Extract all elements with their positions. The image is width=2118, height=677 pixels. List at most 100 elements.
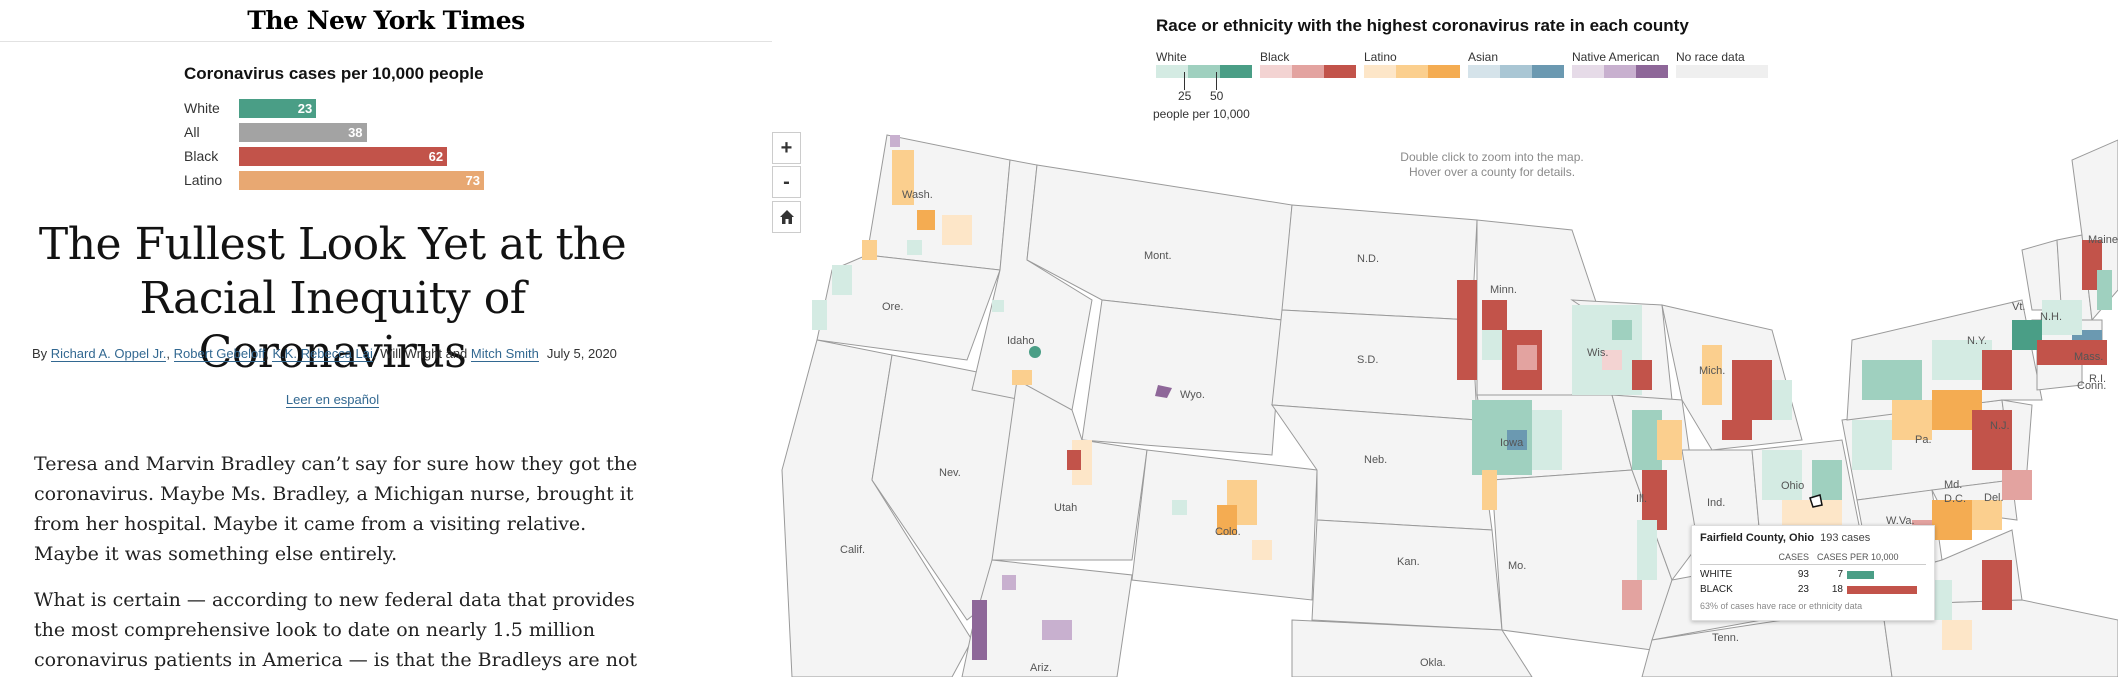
legend-group: Black (1260, 50, 1356, 78)
state-label-idaho: Idaho (1007, 335, 1035, 347)
mini-chart-label: All (184, 124, 200, 140)
mini-chart-value: 62 (428, 148, 444, 164)
tooltip-rows: WHITE 93 7 BLACK 23 18 (1700, 569, 1926, 595)
legend-swatches (1260, 65, 1356, 78)
county-tooltip: Fairfield County, Ohio 193 cases CASES CA… (1691, 525, 1935, 621)
state-label-del: Del. (1984, 492, 2004, 504)
legend-swatch (1396, 65, 1428, 78)
legend-group: White (1156, 50, 1252, 78)
mini-chart-row: Black 62 (184, 144, 604, 168)
state-label-ri: R.I. (2089, 373, 2106, 385)
legend-group-name: White (1156, 50, 1187, 64)
legend-tick-label-25: 25 (1178, 89, 1192, 103)
state-label-mass: Mass. (2074, 351, 2103, 363)
tooltip-note: 63% of cases have race or ethnicity data (1700, 601, 1863, 611)
reset-zoom-button[interactable] (772, 201, 801, 233)
state-wyoming (1081, 299, 1283, 456)
mini-chart-label: White (184, 100, 220, 116)
county-shading (812, 135, 2112, 660)
state-label-wis: Wis. (1587, 347, 1608, 359)
state-label-sd: S.D. (1357, 354, 1378, 366)
legend-swatch (1428, 65, 1460, 78)
author-link-gebeloff[interactable]: Robert Gebeloff (173, 346, 266, 362)
state-label-wyo: Wyo. (1180, 389, 1205, 401)
tooltip-race-cases: 93 (1797, 569, 1809, 580)
state-oklahoma (1291, 619, 1533, 677)
legend-group: Native American (1572, 50, 1668, 78)
state-label-nev: Nev. (939, 467, 961, 479)
state-label-mich: Mich. (1699, 365, 1725, 377)
legend-scale-caption: people per 10,000 (1153, 107, 1250, 121)
author-link-smith[interactable]: Mitch Smith (470, 346, 539, 362)
legend-scale: 25 50 people per 10,000 (1153, 72, 1276, 121)
state-label-nh: N.H. (2040, 311, 2062, 323)
map-hint-line-1: Double click to zoom into the map. (1400, 150, 1584, 164)
map-legend: White Black Latino Asian Native American No r… (1156, 50, 1768, 78)
mini-chart-value: 73 (465, 172, 480, 188)
mini-chart-label: Black (184, 148, 219, 164)
state-label-ariz: Ariz. (1030, 662, 1052, 674)
cases-per-10000-chart: Coronavirus cases per 10,000 people Whit… (184, 64, 604, 192)
state-label-iowa: Iowa (1500, 437, 1524, 449)
state-label-wash: Wash. (902, 189, 933, 201)
zoom-in-button[interactable]: + (772, 132, 801, 164)
headline: The Fullest Look Yet at the Racial Inequ… (0, 218, 665, 380)
tooltip-row: BLACK 23 18 (1700, 584, 1926, 595)
mini-chart-rows: White 23 All 38 Black 62 Latino 73 (184, 96, 604, 192)
map-title: Race or ethnicity with the highest coron… (1156, 16, 1689, 35)
spanish-link-wrap: Leer en español (0, 392, 665, 408)
state-label-nd: N.D. (1357, 253, 1379, 265)
legend-swatch (1468, 65, 1500, 78)
state-label-colo: Colo. (1215, 526, 1241, 538)
state-label-calif: Calif. (840, 544, 865, 556)
legend-swatch (1572, 65, 1604, 78)
legend-group-name: Asian (1468, 50, 1499, 64)
mini-chart-row: White 23 (184, 96, 604, 120)
legend-swatches (1156, 65, 1252, 78)
state-label-tenn: Tenn. (1712, 632, 1739, 644)
byline-sep: , (166, 346, 174, 361)
spanish-version-link[interactable]: Leer en español (285, 392, 380, 408)
legend-swatches (1468, 65, 1564, 78)
tooltip-rate-bar (1847, 570, 1875, 579)
state-kansas (1311, 519, 1503, 631)
mini-chart-bar: 62 (239, 146, 448, 166)
legend-swatch (1188, 65, 1220, 78)
legend-swatch (1500, 65, 1532, 78)
state-label-pa: Pa. (1915, 434, 1932, 446)
state-label-mo: Mo. (1508, 560, 1526, 572)
masthead: The New York Times (0, 0, 772, 42)
legend-swatch (1156, 65, 1188, 78)
mini-chart-title: Coronavirus cases per 10,000 people (184, 64, 484, 83)
mini-chart-label: Latino (184, 172, 223, 188)
state-label-okla: Okla. (1420, 657, 1446, 669)
mini-chart-bar: 73 (239, 170, 484, 190)
state-arizona (961, 559, 1133, 677)
article-paragraph-1: Teresa and Marvin Bradley can’t say for … (34, 453, 638, 565)
zoom-out-button[interactable]: - (772, 166, 801, 198)
tooltip-rate-bar (1847, 585, 1917, 594)
state-label-vt: Vt. (2012, 301, 2025, 313)
map-hint: Double click to zoom into the map. Hover… (1292, 150, 1692, 180)
legend-group: No race data (1676, 50, 1768, 78)
tooltip-race-rate: 7 (1837, 569, 1843, 580)
state-washington (866, 134, 1011, 271)
state-label-kan: Kan. (1397, 556, 1420, 568)
tooltip-race: BLACK (1700, 584, 1733, 595)
state-label-neb: Neb. (1364, 454, 1387, 466)
publish-date: July 5, 2020 (546, 346, 617, 361)
us-county-map[interactable]: Wash. Ore. Calif. Nev. Idaho Mont. Wyo. … (772, 0, 2118, 677)
author-link-lai[interactable]: K.K. Rebecca Lai (272, 346, 373, 362)
legend-swatch (1604, 65, 1636, 78)
nyt-logo[interactable]: The New York Times (247, 6, 525, 35)
author-link-oppel[interactable]: Richard A. Oppel Jr. (50, 346, 167, 362)
byline: By Richard A. Oppel Jr., Robert Gebeloff… (32, 346, 617, 362)
mini-chart-row: Latino 73 (184, 168, 604, 192)
tooltip-total-cases: 193 cases (1820, 532, 1871, 544)
mini-chart-row: All 38 (184, 120, 604, 144)
state-label-nj: N.J. (1990, 420, 2010, 432)
legend-group-name: Black (1260, 50, 1290, 64)
tooltip-col-cases: CASES (1778, 552, 1809, 562)
legend-swatch (1364, 65, 1396, 78)
legend-swatches (1572, 65, 1668, 78)
